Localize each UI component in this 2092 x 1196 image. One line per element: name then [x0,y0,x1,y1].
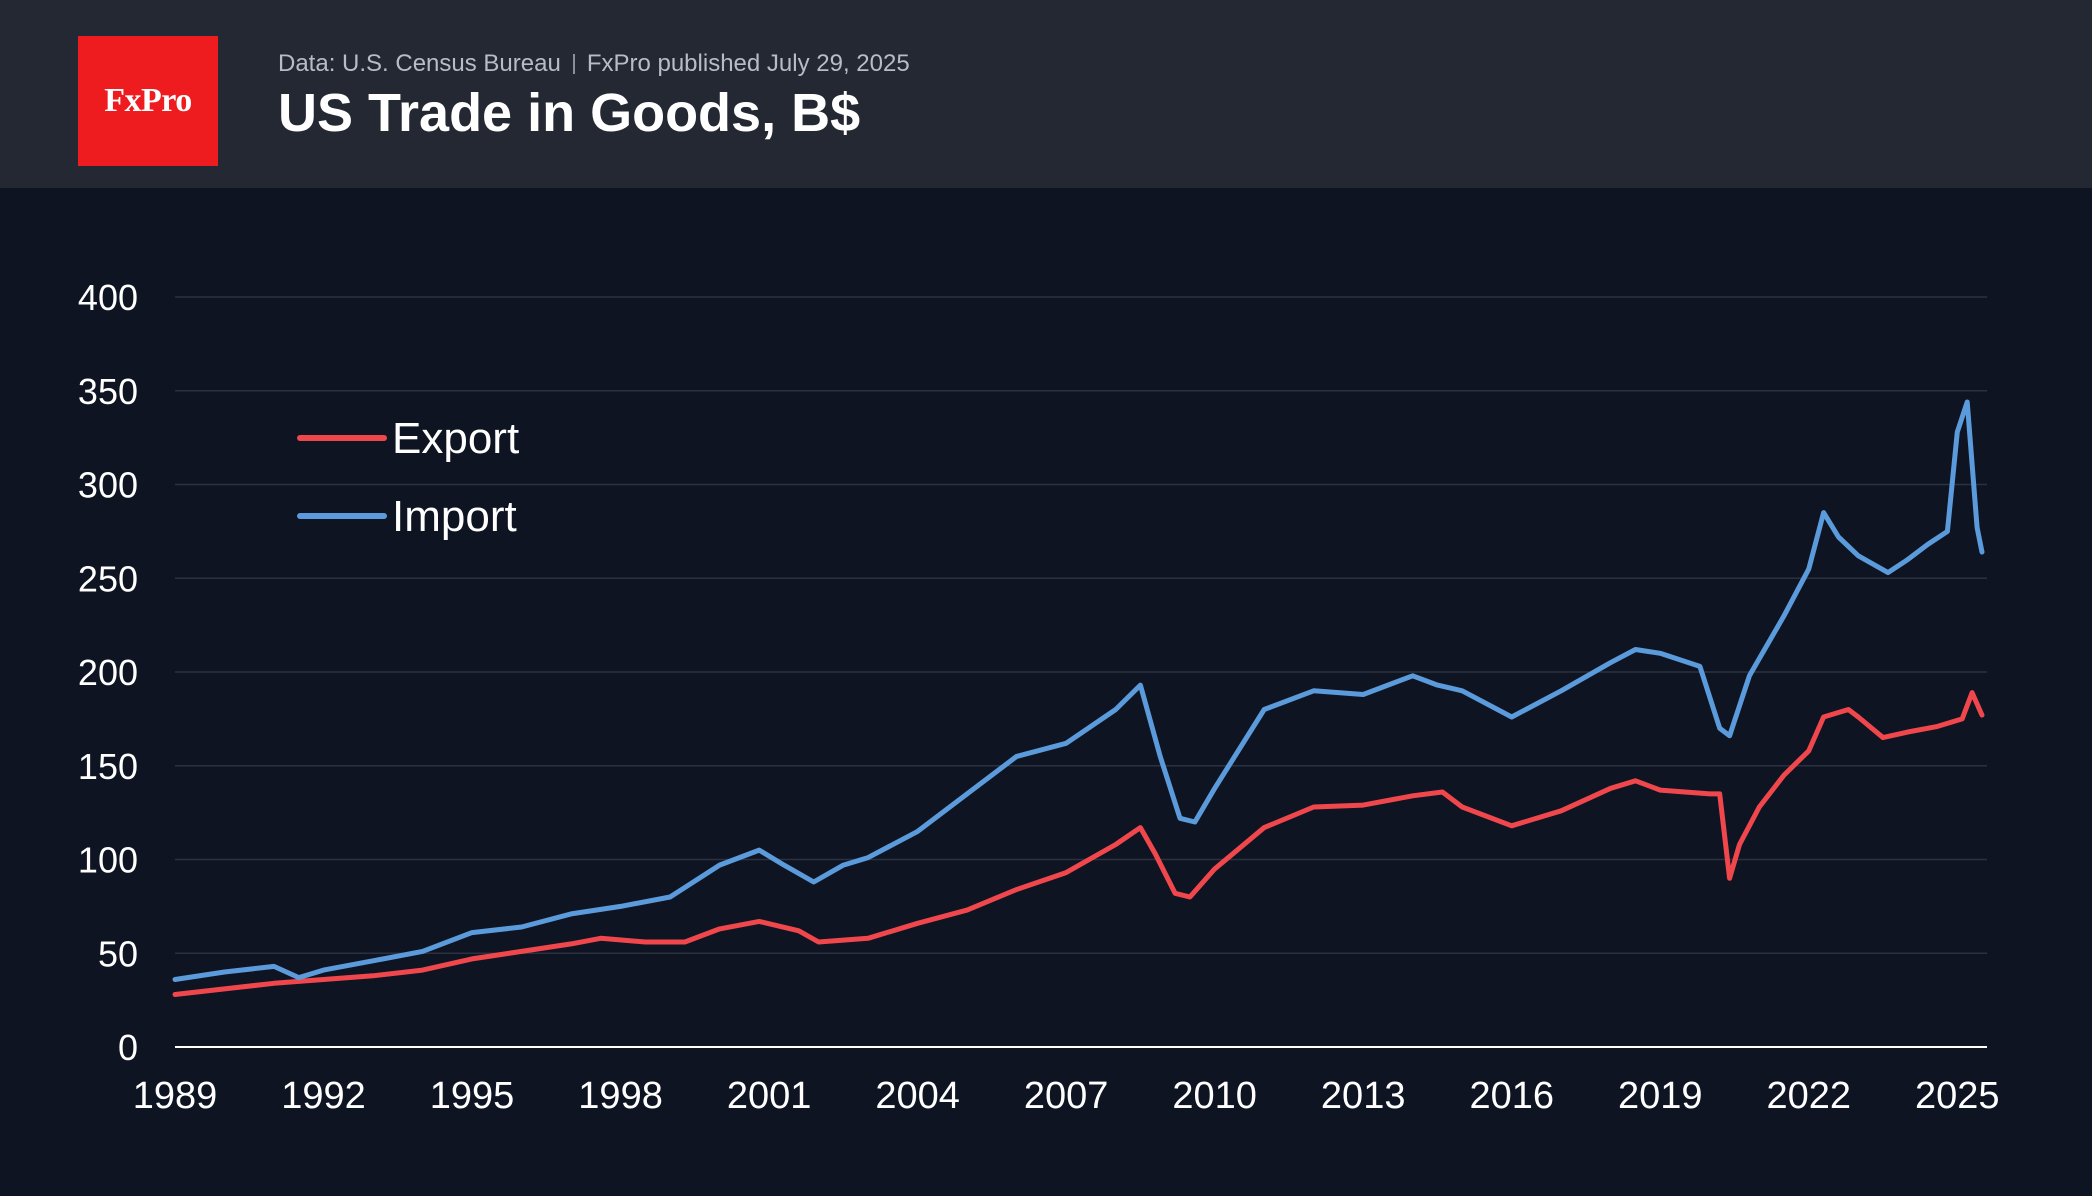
x-tick-label: 2001 [727,1075,812,1117]
x-tick-label: 1998 [578,1075,663,1117]
x-tick-label: 1989 [133,1075,218,1117]
y-tick-label: 300 [78,465,138,506]
data-source: Data: U.S. Census Bureau [278,50,561,77]
logo-text: FxPro [104,82,192,119]
legend-label-import: Import [392,492,517,541]
x-tick-label: 2019 [1618,1075,1703,1117]
y-tick-label: 0 [118,1027,138,1068]
x-tick-label: 1992 [281,1075,366,1117]
y-tick-label: 50 [98,933,138,974]
separator [572,54,575,74]
x-tick-label: 2010 [1172,1075,1257,1117]
x-tick-label: 2016 [1469,1075,1554,1117]
y-tick-label: 250 [78,558,138,599]
y-tick-label: 200 [78,652,138,693]
y-tick-label: 100 [78,840,138,881]
fxpro-logo: FxPro [78,36,218,166]
y-axis-ticks: 0 50 100 150 200 250 300 350 400 [78,277,138,1068]
grid-lines [175,296,1987,1048]
line-chart: 0 50 100 150 200 250 300 350 400 1989 1992 1995 199… [78,277,2000,1117]
legend: Export Import [297,414,519,541]
chart-title: US Trade in Goods, B$ [278,83,861,143]
source-line: Data: U.S. Census Bureau FxPro published… [278,50,910,78]
x-tick-label: 2025 [1915,1075,2000,1117]
x-tick-label: 2013 [1321,1075,1406,1117]
published-date: FxPro published July 29, 2025 [586,50,910,77]
header-bar: FxPro Data: U.S. Census Bureau FxPro pub… [0,0,2092,188]
x-tick-label: 1995 [430,1075,515,1117]
series-line-export [172,690,1985,997]
series-line-import [172,399,1985,982]
y-tick-label: 350 [78,371,138,412]
series-lines [172,399,1985,997]
x-tick-label: 2007 [1024,1075,1109,1117]
x-axis-ticks: 1989 1992 1995 1998 2001 2004 2007 2010 2013 2016… [133,1075,2000,1117]
y-tick-label: 150 [78,746,138,787]
x-tick-label: 2004 [875,1075,960,1117]
y-tick-label: 400 [78,277,138,318]
legend-label-export: Export [392,414,519,463]
x-tick-label: 2022 [1766,1075,1851,1117]
